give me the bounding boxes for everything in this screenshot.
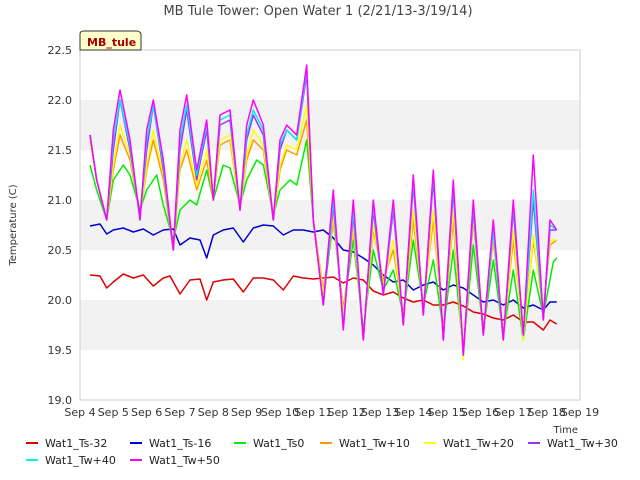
legend: Wat1_Ts-32 Wat1_Ts-16 Wat1_Ts0 Wat1_Tw+10 Wa… <box>26 437 618 467</box>
x-tick-label: Sep 18 <box>528 406 566 419</box>
legend-item: Wat1_Tw+50 <box>130 454 220 467</box>
grid-band <box>80 250 580 300</box>
legend-label: Wat1_Ts-32 <box>45 437 107 450</box>
grid-band <box>80 100 580 150</box>
x-tick-label: Sep 15 <box>428 406 466 419</box>
legend-label: Wat1_Ts0 <box>253 437 304 450</box>
y-tick-label: 19.5 <box>48 344 73 357</box>
x-tick-label: Sep 6 <box>131 406 162 419</box>
legend-label: Wat1_Tw+40 <box>45 454 116 467</box>
x-tick-label: Sep 8 <box>198 406 229 419</box>
x-axis-label: Time <box>553 425 578 436</box>
series-line-wat1-ts0 <box>89 139 558 351</box>
legend-item: Wat1_Tw+40 <box>26 454 116 467</box>
chart-title: MB Tule Tower: Open Water 1 (2/21/13-3/1… <box>163 4 472 19</box>
grid-band <box>80 50 580 100</box>
x-tick-label: Sep 10 <box>261 406 299 419</box>
legend-label: Wat1_Tw+20 <box>443 437 514 450</box>
y-tick-label: 20.0 <box>48 294 73 307</box>
y-tick-label: 20.5 <box>48 244 73 257</box>
grid-band <box>80 350 580 400</box>
x-tick-label: Sep 13 <box>361 406 399 419</box>
x-tick-label: Sep 12 <box>328 406 366 419</box>
y-tick-label: 19.0 <box>48 394 73 407</box>
series-line-wat1-ts-16 <box>89 223 557 311</box>
x-tick-label: Sep 4 <box>64 406 95 419</box>
x-tick-label: Sep 17 <box>494 406 532 419</box>
x-tick-label: Sep 9 <box>231 406 262 419</box>
grid-band <box>80 150 580 200</box>
legend-item: Wat1_Tw+10 <box>320 437 410 450</box>
site-badge-label: MB_tule <box>87 36 136 49</box>
legend-item: Wat1_Tw+30 <box>528 437 618 450</box>
series-line-wat1-tw-50 <box>89 64 558 356</box>
site-badge: MB_tule <box>79 30 142 51</box>
grid-band <box>80 300 580 350</box>
y-tick-label: 21.5 <box>48 144 73 157</box>
x-tick-label: Sep 5 <box>98 406 129 419</box>
legend-label: Wat1_Ts-16 <box>149 437 211 450</box>
site-badge-shape <box>79 30 142 51</box>
x-tick-label: Sep 11 <box>294 406 332 419</box>
legend-item: Wat1_Tw+20 <box>424 437 514 450</box>
y-tick-label: 22.5 <box>48 44 73 57</box>
y-tick-label: 22.0 <box>48 94 73 107</box>
legend-label: Wat1_Tw+50 <box>149 454 220 467</box>
legend-item: Wat1_Ts0 <box>234 437 304 450</box>
y-tick-labels: 19.0 19.5 20.0 20.5 21.0 21.5 22.0 22.5 <box>48 44 73 407</box>
x-tick-label: Sep 14 <box>394 406 432 419</box>
plot-area-border <box>79 49 581 401</box>
y-axis-label: Temperature (C) <box>8 184 19 266</box>
y-tick-label: 21.0 <box>48 194 73 207</box>
series-lines <box>89 64 558 361</box>
legend-label: Wat1_Tw+30 <box>547 437 618 450</box>
legend-item: Wat1_Ts-32 <box>26 437 107 450</box>
legend-item: Wat1_Ts-16 <box>130 437 211 450</box>
x-tick-label: Sep 7 <box>164 406 195 419</box>
x-tick-label: Sep 19 <box>561 406 599 419</box>
legend-label: Wat1_Tw+10 <box>339 437 410 450</box>
x-tick-label: Sep 16 <box>461 406 499 419</box>
